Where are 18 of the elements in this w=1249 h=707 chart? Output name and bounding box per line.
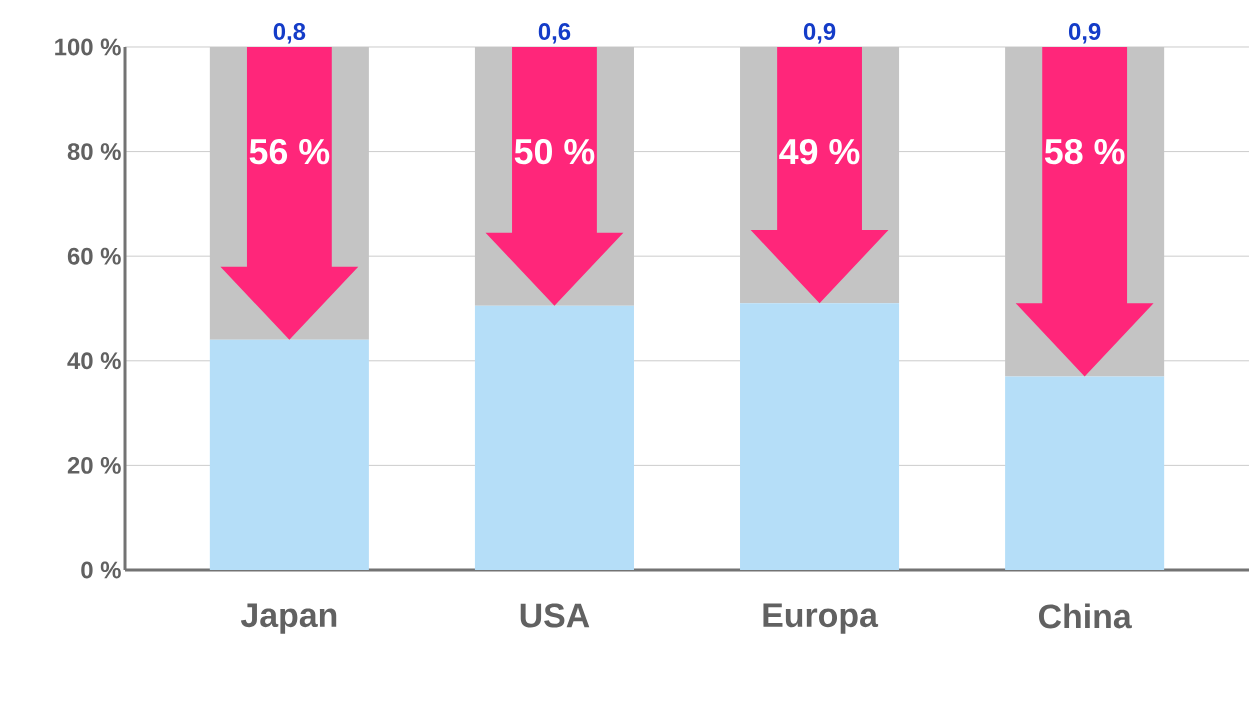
x-tick-label: Japan [240,603,337,634]
annotation: 49 % [779,138,860,165]
y-tick-label: 0 % [81,561,121,579]
x-tick-label: Europa [763,603,879,634]
annotation: 0,6 [538,23,571,44]
annotation: 56 % [249,138,330,165]
annotation: 0,8 [273,23,306,44]
annotation: 50 % [514,138,595,165]
annotation: 58 % [1044,138,1125,165]
x-tick-label: China [1038,603,1132,629]
y-tick-label: 20 % [67,456,121,474]
y-tick-label: 80 % [67,143,121,161]
annotation: 0,9 [1068,23,1101,44]
annotation: 0,9 [803,23,836,44]
x-tick-label: USA [520,603,590,628]
y-tick-label: 40 % [67,352,121,370]
y-tick-label: 100 % [55,38,121,56]
y-tick-label: 60 % [67,247,121,265]
